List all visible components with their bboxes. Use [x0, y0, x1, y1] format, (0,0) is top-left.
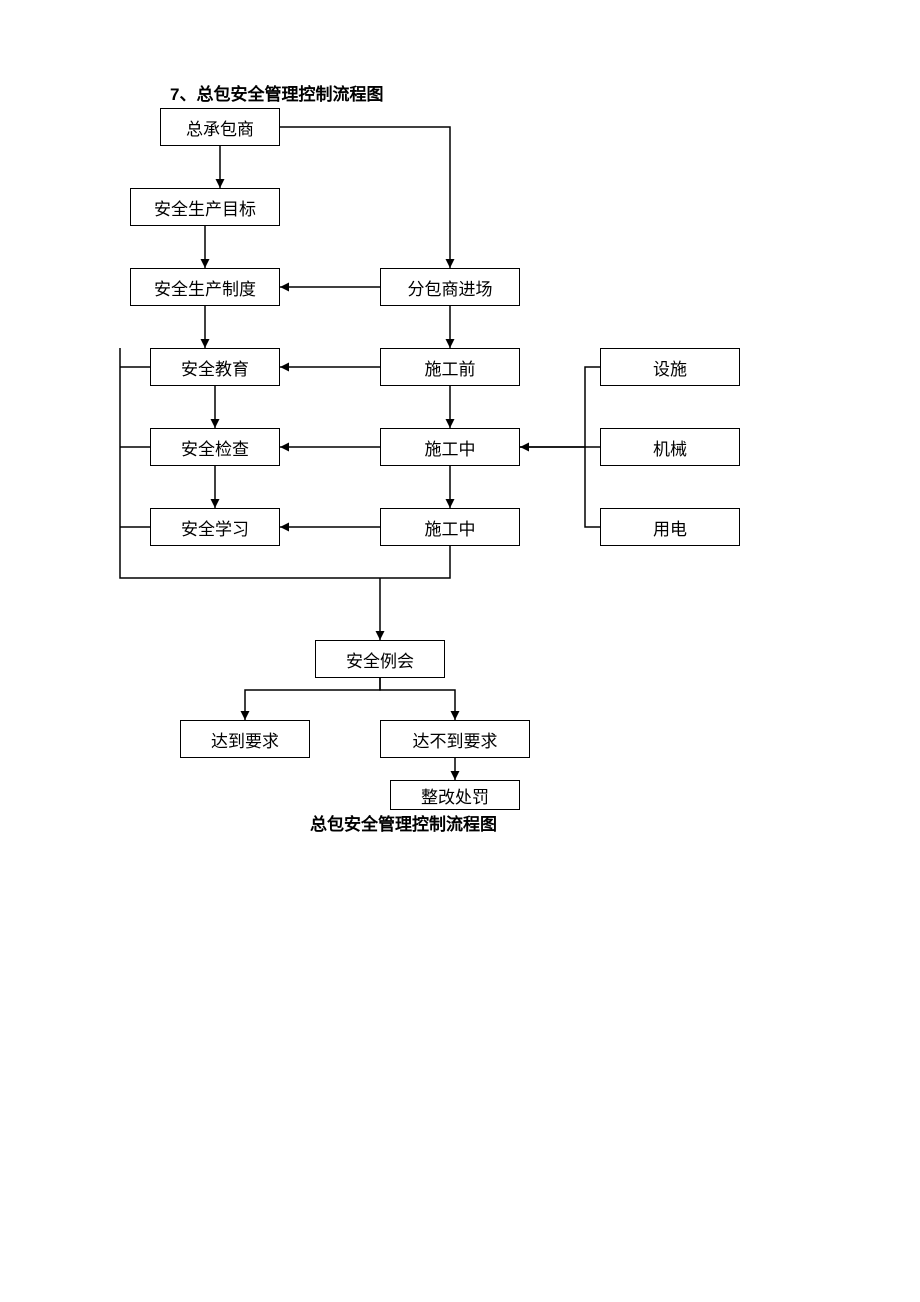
flowchart-node: 分包商进场: [380, 268, 520, 306]
flowchart-node: 整改处罚: [390, 780, 520, 810]
flowchart-edge: [380, 546, 450, 578]
flowchart-node: 安全生产目标: [130, 188, 280, 226]
diagram-caption: 总包安全管理控制流程图: [310, 810, 497, 835]
flowchart-node: 设施: [600, 348, 740, 386]
flowchart-node: 达不到要求: [380, 720, 530, 758]
flowchart-node: 安全生产制度: [130, 268, 280, 306]
flowchart-edge: [585, 447, 600, 527]
flowchart-node: 施工中: [380, 428, 520, 466]
flowchart-node: 施工前: [380, 348, 520, 386]
flowchart-edge: [380, 678, 455, 720]
flowchart-edge: [245, 678, 380, 720]
flowchart-edge: [280, 127, 450, 268]
flowchart-diagram: 7、总包安全管理控制流程图 总承包商安全生产目标安全生产制度分包商进场安全教育施…: [100, 80, 820, 840]
flowchart-node: 用电: [600, 508, 740, 546]
flowchart-node: 机械: [600, 428, 740, 466]
flowchart-edge: [520, 367, 600, 447]
flowchart-node: 安全检查: [150, 428, 280, 466]
flowchart-node: 总承包商: [160, 108, 280, 146]
flowchart-node: 达到要求: [180, 720, 310, 758]
diagram-title: 7、总包安全管理控制流程图: [170, 80, 383, 105]
flowchart-node: 安全学习: [150, 508, 280, 546]
flowchart-node: 安全例会: [315, 640, 445, 678]
flowchart-node: 施工中: [380, 508, 520, 546]
flowchart-node: 安全教育: [150, 348, 280, 386]
